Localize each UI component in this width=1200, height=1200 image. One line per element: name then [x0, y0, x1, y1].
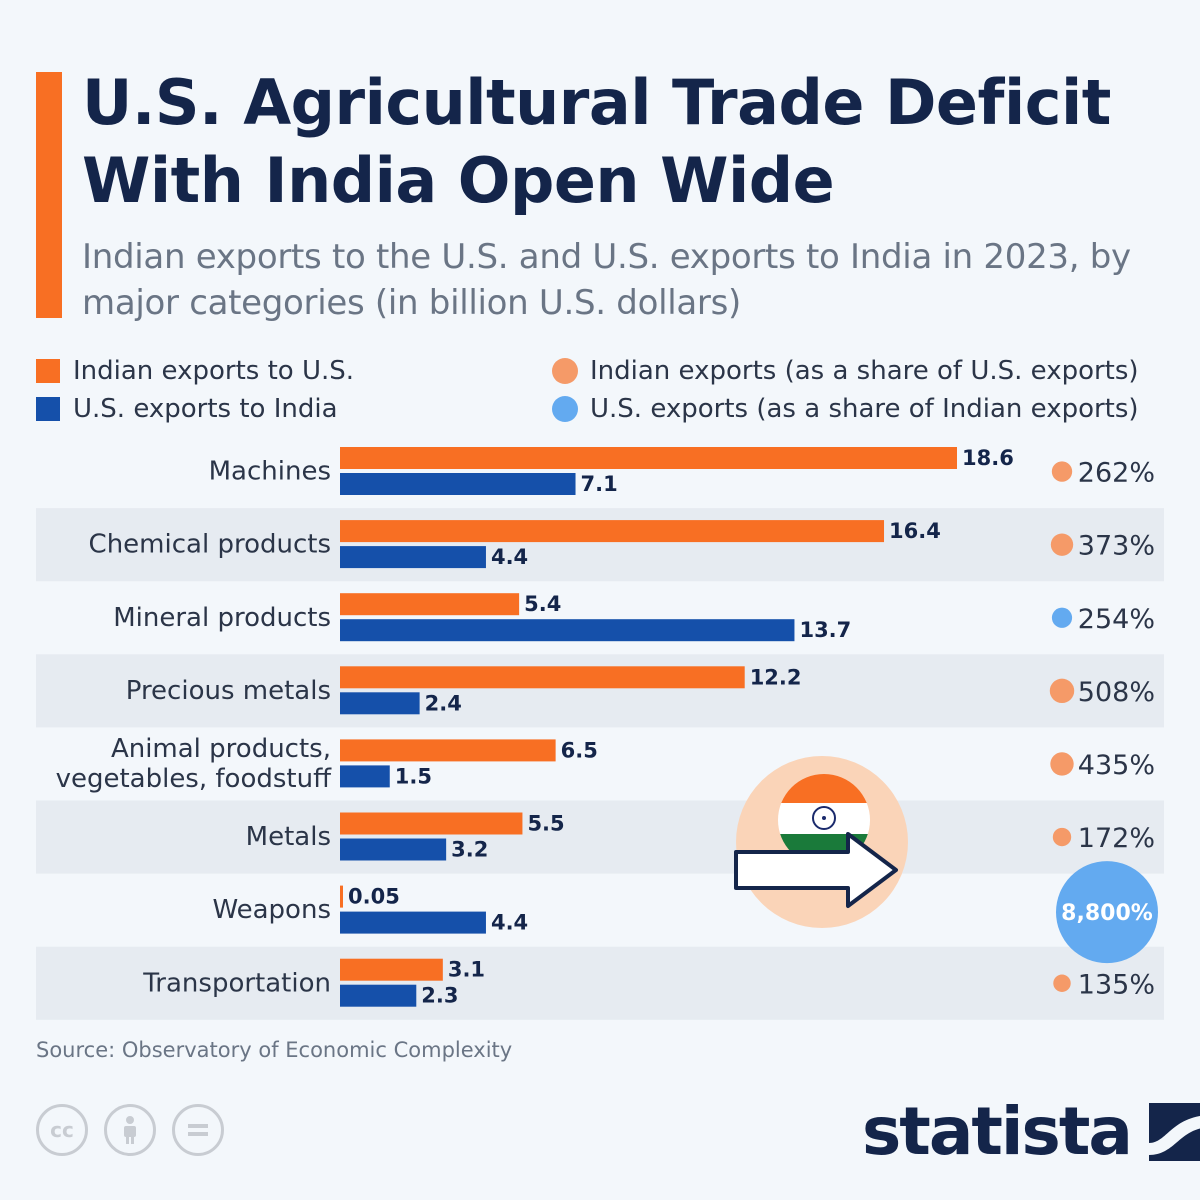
bar-value-label: 5.4: [524, 592, 561, 616]
share-dot: [1051, 607, 1073, 628]
bar-indian-exports: [340, 812, 523, 835]
bar-us-exports: [340, 546, 486, 569]
share-dot: [1050, 752, 1074, 776]
bar-indian-exports: [340, 958, 443, 981]
bar-value-label: 1.5: [395, 764, 432, 788]
category-label: Animal products, vegetables, foodstuff: [56, 734, 332, 794]
source-note: Source: Observatory of Economic Complexi…: [36, 1038, 513, 1062]
bar-indian-exports: [340, 666, 745, 689]
arrow-right-icon: [734, 832, 898, 908]
statista-logo[interactable]: statista: [862, 1096, 1200, 1168]
bar-value-label: 2.3: [421, 984, 458, 1008]
legend-label-indian-share: Indian exports (as a share of U.S. expor…: [590, 356, 1139, 386]
bar-value-label: 12.2: [750, 665, 802, 689]
bar-us-exports: [340, 911, 486, 934]
legend-label-us-share: U.S. exports (as a share of Indian expor…: [590, 394, 1139, 424]
bar-value-label: 13.7: [799, 618, 851, 642]
share-dot: [1049, 678, 1075, 704]
legend-label-indian-exports: Indian exports to U.S.: [73, 356, 355, 386]
bar-value-label: 18.6: [962, 446, 1014, 470]
bar-value-label: 3.1: [448, 958, 485, 982]
license-icons: cc: [36, 1104, 224, 1156]
share-bubble: [1056, 861, 1158, 964]
share-dot: [1053, 974, 1071, 992]
legend-item-us-share: U.S. exports (as a share of Indian expor…: [552, 390, 1139, 428]
chart-subtitle: Indian exports to the U.S. and U.S. expo…: [82, 237, 1131, 323]
bar-us-exports: [340, 765, 390, 788]
bar-indian-exports: [340, 593, 520, 616]
category-label: Metals: [246, 822, 331, 852]
attribution-icon[interactable]: [104, 1104, 156, 1156]
india-flag-illustration: [734, 756, 908, 928]
share-label: 135%: [1078, 969, 1155, 1000]
bar-value-label: 3.2: [451, 838, 488, 862]
title-accent-bar: [36, 72, 62, 318]
chart-title: U.S. Agricultural Trade Deficit With Ind…: [82, 66, 1111, 217]
share-label: 508%: [1078, 677, 1155, 708]
category-label: Transportation: [142, 968, 331, 998]
share-label: 8,800%: [1061, 901, 1153, 926]
category-label: Machines: [209, 457, 331, 487]
legend-swatch-indian: [36, 359, 60, 383]
legend-shares: Indian exports (as a share of U.S. expor…: [552, 352, 1139, 428]
legend-item-indian-share: Indian exports (as a share of U.S. expor…: [552, 352, 1139, 390]
brand-wordmark: statista: [862, 1093, 1133, 1170]
bar-value-label: 4.4: [491, 911, 528, 935]
bar-value-label: 2.4: [425, 691, 462, 715]
share-label: 172%: [1078, 823, 1155, 854]
bar-us-exports: [340, 692, 420, 715]
legend-swatch-us: [36, 397, 60, 421]
legend-dot-us: [552, 396, 578, 422]
bar-us-exports: [340, 984, 417, 1007]
bar-us-exports: [340, 473, 576, 495]
chart-marks: Machines 18.6 7.1 262% Chemical products 16.4…: [56, 446, 1158, 1008]
bar-us-exports: [340, 838, 447, 861]
bar-value-label: 5.5: [527, 812, 564, 836]
share-dot: [1052, 827, 1072, 847]
share-dot: [1050, 533, 1074, 556]
category-label: Weapons: [212, 895, 331, 925]
bar-value-label: 6.5: [561, 738, 598, 762]
category-label: Chemical products: [89, 530, 331, 560]
share-dot: [1051, 461, 1073, 482]
share-label: 435%: [1078, 750, 1155, 781]
legend-bars: Indian exports to U.S. U.S. exports to I…: [36, 352, 354, 428]
no-derivatives-icon[interactable]: [172, 1104, 224, 1156]
bar-indian-exports: [340, 447, 957, 469]
share-label: 254%: [1078, 604, 1155, 635]
share-label: 373%: [1078, 531, 1155, 562]
bar-indian-exports: [340, 520, 885, 543]
row-band: [36, 800, 1164, 874]
creative-commons-icon[interactable]: cc: [36, 1104, 88, 1156]
category-label: Mineral products: [113, 603, 331, 633]
share-label: 262%: [1078, 458, 1155, 489]
row-bands: [36, 508, 1164, 1020]
bar-value-label: 4.4: [491, 545, 528, 569]
legend-dot-indian: [552, 358, 578, 384]
legend-item-us-exports: U.S. exports to India: [36, 390, 354, 428]
statista-mark-icon: [1148, 1103, 1200, 1161]
bar-us-exports: [340, 619, 795, 642]
bar-value-label: 7.1: [581, 472, 618, 496]
bar-value-label: 16.4: [889, 519, 941, 543]
bar-value-label: 0.05: [348, 885, 400, 909]
row-band: [36, 946, 1164, 1020]
legend-label-us-exports: U.S. exports to India: [73, 394, 338, 424]
bar-indian-exports: [340, 885, 343, 908]
bar-indian-exports: [340, 739, 556, 762]
category-label: Precious metals: [126, 676, 331, 706]
legend-item-indian-exports: Indian exports to U.S.: [36, 352, 354, 390]
